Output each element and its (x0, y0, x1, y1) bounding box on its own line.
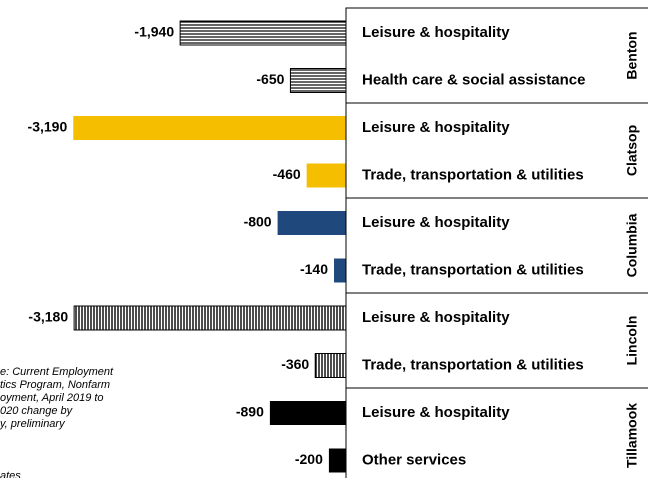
bar (334, 258, 346, 283)
source-note: e: Current Employment (0, 366, 114, 378)
bar (289, 68, 347, 93)
value-label: -890 (236, 404, 264, 420)
category-label: Trade, transportation & utilities (362, 166, 584, 183)
source-note: tics Program, Nonfarm (0, 379, 110, 391)
group-label: Lincoln (624, 316, 640, 366)
value-label: -3,190 (28, 119, 68, 135)
category-label: Leisure & hospitality (362, 214, 510, 231)
value-label: -360 (281, 356, 309, 372)
value-label: -460 (273, 166, 301, 182)
category-label: Leisure & hospitality (362, 309, 510, 326)
source-note: y, preliminary (0, 418, 66, 430)
group-label: Columbia (624, 213, 640, 277)
group-label: Benton (624, 31, 640, 79)
group-label: Tillamook (624, 403, 640, 468)
bar (73, 116, 346, 140)
source-note: oyment, April 2019 to (0, 392, 104, 404)
bar (328, 448, 346, 473)
bar (306, 163, 346, 188)
value-label: -800 (244, 214, 272, 230)
bar (73, 305, 347, 331)
category-label: Trade, transportation & utilities (362, 261, 584, 278)
category-label: Health care & social assistance (362, 71, 585, 88)
category-label: Leisure & hospitality (362, 24, 510, 41)
value-label: -140 (300, 261, 328, 277)
value-label: -200 (295, 451, 323, 467)
bar (277, 211, 346, 235)
category-label: Other services (362, 451, 466, 468)
source-note: ates (0, 470, 21, 478)
category-label: Leisure & hospitality (362, 404, 510, 421)
bar (314, 353, 347, 378)
source-note: 020 change by (0, 405, 74, 417)
label-panel (345, 7, 648, 478)
bar (179, 20, 347, 46)
group-label: Clatsop (624, 125, 640, 176)
category-label: Leisure & hospitality (362, 119, 510, 136)
value-label: -1,940 (134, 24, 174, 40)
bar (269, 401, 346, 425)
value-label: -650 (256, 71, 284, 87)
category-label: Trade, transportation & utilities (362, 356, 584, 373)
value-label: -3,180 (28, 309, 68, 325)
